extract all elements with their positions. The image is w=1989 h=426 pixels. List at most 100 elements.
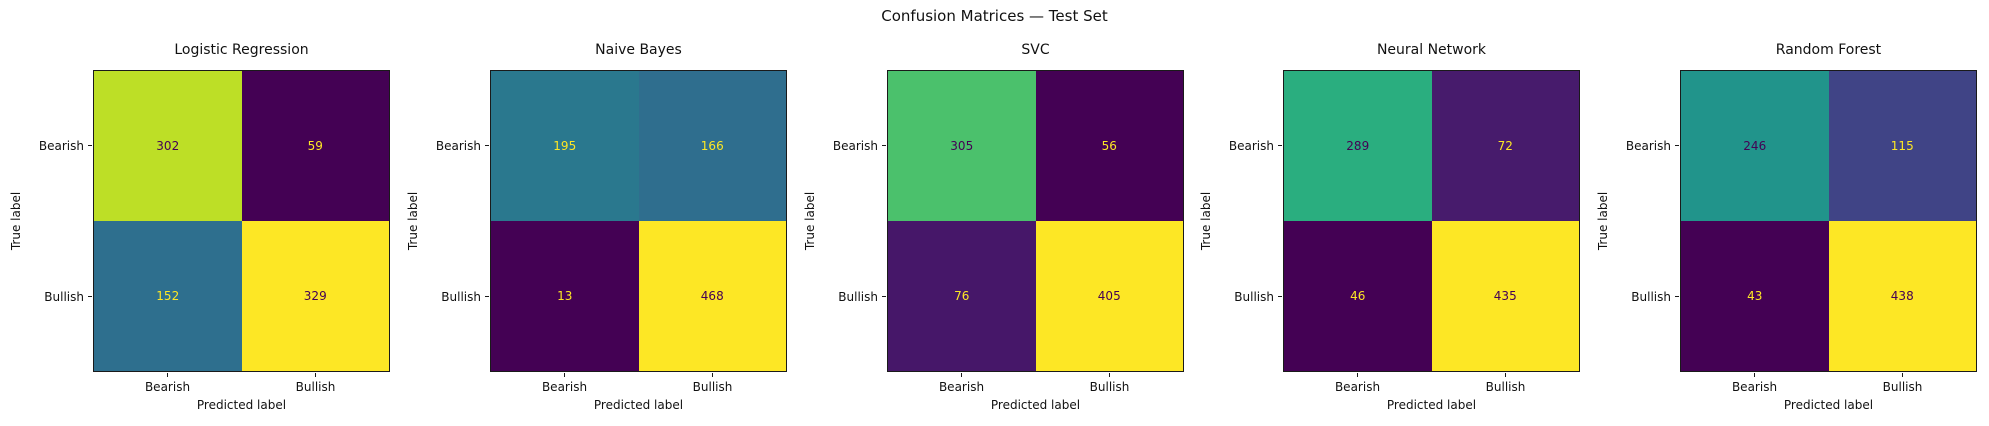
heatmap-cell: 195 bbox=[491, 71, 639, 221]
x-tick-mark bbox=[564, 373, 565, 377]
x-tick-mark bbox=[712, 373, 713, 377]
cell-value: 72 bbox=[1497, 139, 1513, 153]
y-tick-label: Bullish bbox=[1631, 289, 1671, 304]
y-tick-label: Bullish bbox=[838, 289, 878, 304]
x-tick-label: Bearish bbox=[938, 380, 985, 394]
y-tick-mark bbox=[1278, 296, 1282, 297]
y-tick-label: Bearish bbox=[38, 138, 84, 153]
heatmap-cell: 152 bbox=[94, 221, 242, 371]
subplot-naive-bayes: Naive Bayes True label Bearish Bullish 1… bbox=[406, 42, 787, 412]
cell-value: 435 bbox=[1493, 289, 1517, 303]
y-tick-mark bbox=[882, 296, 886, 297]
y-tick-mark bbox=[1675, 145, 1679, 146]
x-tick-mark bbox=[1505, 373, 1506, 377]
cell-value: 302 bbox=[156, 139, 180, 153]
x-tick-label: Bullish bbox=[1089, 380, 1130, 394]
x-tick-mark bbox=[1109, 373, 1110, 377]
y-axis-label: True label bbox=[9, 191, 23, 251]
subplot-title: Random Forest bbox=[1775, 42, 1882, 58]
x-tick-mark bbox=[1902, 373, 1903, 377]
x-axis-label: Predicted label bbox=[990, 398, 1081, 412]
cell-value: 59 bbox=[307, 139, 323, 153]
y-axis-label: True label bbox=[1199, 191, 1213, 251]
heatmap-cell: 13 bbox=[491, 221, 639, 371]
x-axis-label: Predicted label bbox=[196, 398, 287, 412]
y-tick-label: Bullish bbox=[441, 289, 481, 304]
y-tick-label: Bearish bbox=[435, 138, 481, 153]
x-axis-label: Predicted label bbox=[1783, 398, 1874, 412]
y-tick-label: Bullish bbox=[1234, 289, 1274, 304]
subplot-title: SVC bbox=[1021, 42, 1050, 58]
heatmap-cell: 76 bbox=[888, 221, 1036, 371]
heatmap-cell: 246 bbox=[1681, 71, 1829, 221]
heatmap-cell: 115 bbox=[1828, 71, 1976, 221]
y-axis-label: True label bbox=[803, 191, 817, 251]
x-axis-label: Predicted label bbox=[593, 398, 684, 412]
x-tick-label: Bullish bbox=[1485, 380, 1526, 394]
y-tick-mark bbox=[88, 296, 92, 297]
heatmap-cell: 329 bbox=[241, 221, 389, 371]
heatmap-cell: 468 bbox=[638, 221, 786, 371]
x-tick-mark bbox=[1357, 373, 1358, 377]
y-tick-mark bbox=[1278, 145, 1282, 146]
y-tick-mark bbox=[485, 145, 489, 146]
subplot-title: Logistic Regression bbox=[174, 42, 309, 58]
subplot-svc: SVC True label Bearish Bullish 305 56 76… bbox=[803, 42, 1184, 412]
cell-value: 115 bbox=[1890, 139, 1914, 153]
subplot-title: Naive Bayes bbox=[595, 42, 682, 58]
y-tick-mark bbox=[1675, 296, 1679, 297]
x-tick-mark bbox=[961, 373, 962, 377]
cell-value: 195 bbox=[553, 139, 577, 153]
x-tick-label: Bullish bbox=[295, 380, 336, 394]
heatmap-cell: 56 bbox=[1035, 71, 1183, 221]
x-tick-label: Bearish bbox=[144, 380, 191, 394]
heatmap-cell: 289 bbox=[1284, 71, 1432, 221]
subplot-neural-network: Neural Network True label Bearish Bullis… bbox=[1199, 42, 1580, 412]
y-tick-label: Bearish bbox=[832, 138, 878, 153]
heatmap-grid: 302 59 152 329 bbox=[93, 70, 390, 372]
subplot-random-forest: Random Forest True label Bearish Bullish… bbox=[1596, 42, 1977, 412]
heatmap-cell: 435 bbox=[1431, 221, 1579, 371]
x-tick-label: Bearish bbox=[541, 380, 588, 394]
heatmap-cell: 46 bbox=[1284, 221, 1432, 371]
x-tick-label: Bullish bbox=[692, 380, 733, 394]
x-tick-label: Bearish bbox=[1334, 380, 1381, 394]
heatmap-cell: 43 bbox=[1681, 221, 1829, 371]
cell-value: 246 bbox=[1743, 139, 1767, 153]
cell-value: 166 bbox=[700, 139, 724, 153]
cell-value: 329 bbox=[303, 289, 327, 303]
heatmap-cell: 302 bbox=[94, 71, 242, 221]
heatmap-cell: 438 bbox=[1828, 221, 1976, 371]
y-tick-mark bbox=[485, 296, 489, 297]
cell-value: 289 bbox=[1346, 139, 1370, 153]
x-tick-mark bbox=[167, 373, 168, 377]
cell-value: 13 bbox=[557, 289, 573, 303]
y-tick-mark bbox=[88, 145, 92, 146]
x-tick-mark bbox=[1754, 373, 1755, 377]
cell-value: 152 bbox=[156, 289, 180, 303]
cell-value: 46 bbox=[1350, 289, 1366, 303]
y-tick-mark bbox=[882, 145, 886, 146]
heatmap-cell: 305 bbox=[888, 71, 1036, 221]
y-tick-label: Bearish bbox=[1625, 138, 1671, 153]
heatmap-cell: 59 bbox=[241, 71, 389, 221]
cell-value: 43 bbox=[1747, 289, 1763, 303]
cell-value: 76 bbox=[954, 289, 970, 303]
subplot-title: Neural Network bbox=[1376, 42, 1487, 58]
y-axis-label: True label bbox=[1596, 191, 1610, 251]
x-tick-label: Bullish bbox=[1882, 380, 1923, 394]
heatmap-grid: 246 115 43 438 bbox=[1680, 70, 1977, 372]
y-tick-label: Bullish bbox=[44, 289, 84, 304]
x-tick-mark bbox=[315, 373, 316, 377]
cell-value: 56 bbox=[1101, 139, 1117, 153]
cell-value: 438 bbox=[1890, 289, 1914, 303]
x-axis-label: Predicted label bbox=[1386, 398, 1477, 412]
heatmap-cell: 405 bbox=[1035, 221, 1183, 371]
heatmap-grid: 289 72 46 435 bbox=[1283, 70, 1580, 372]
heatmap-grid: 305 56 76 405 bbox=[887, 70, 1184, 372]
heatmap-cell: 166 bbox=[638, 71, 786, 221]
y-axis-label: True label bbox=[406, 191, 420, 251]
heatmap-grid: 195 166 13 468 bbox=[490, 70, 787, 372]
cell-value: 405 bbox=[1097, 289, 1121, 303]
